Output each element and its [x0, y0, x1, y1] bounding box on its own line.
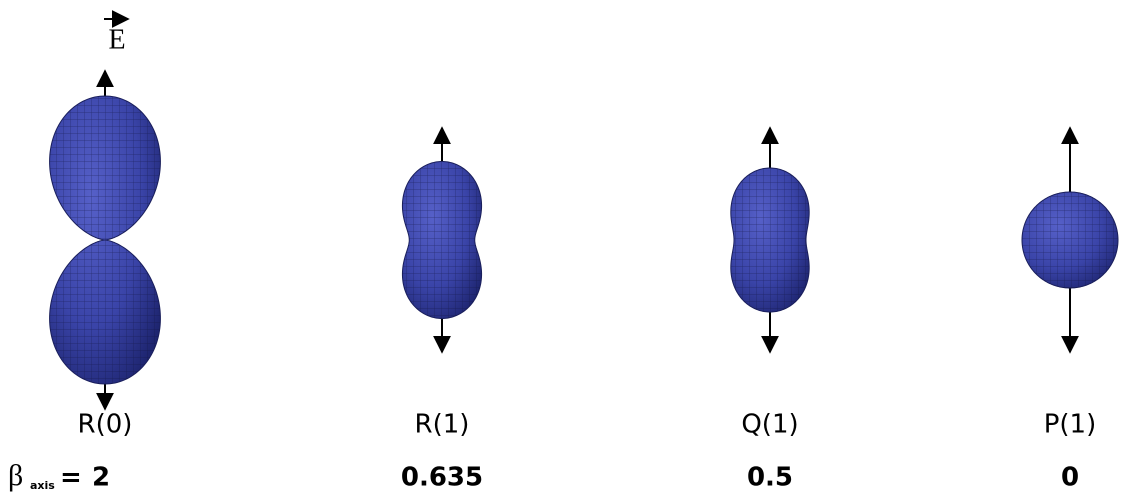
distribution: R(1) 0.635 — [401, 128, 483, 493]
lobe-mesh — [1022, 192, 1118, 288]
transition-label: R(0) — [78, 410, 133, 440]
distributions: R(0) 2 R(1) 0.635 Q(1) 0.5 P(1) 0 — [50, 71, 1118, 493]
field-label: E — [104, 19, 128, 55]
lobe-mesh — [731, 168, 809, 312]
figure: E β axis = R(0) 2 R(1) 0.635 Q(1) 0.5 P(1) 0 — [0, 0, 1121, 500]
transition-label: R(1) — [415, 410, 470, 440]
beta-value: 0 — [1061, 463, 1079, 493]
lobe-mesh — [50, 96, 161, 384]
lobe-mesh — [402, 162, 481, 319]
distribution: R(0) 2 — [50, 71, 161, 493]
beta-value: 0.5 — [747, 463, 793, 493]
beta-value: 0.635 — [401, 463, 483, 493]
field-symbol: E — [108, 24, 125, 55]
beta-symbol: β — [8, 459, 23, 492]
beta-subscript: axis — [30, 479, 55, 492]
distribution: Q(1) 0.5 — [731, 128, 809, 493]
equals-sign: = — [60, 463, 82, 493]
distribution: P(1) 0 — [1022, 128, 1118, 493]
beta-label: β axis = — [8, 459, 82, 493]
transition-label: Q(1) — [741, 410, 798, 440]
transition-label: P(1) — [1044, 410, 1097, 440]
beta-value: 2 — [92, 463, 110, 493]
